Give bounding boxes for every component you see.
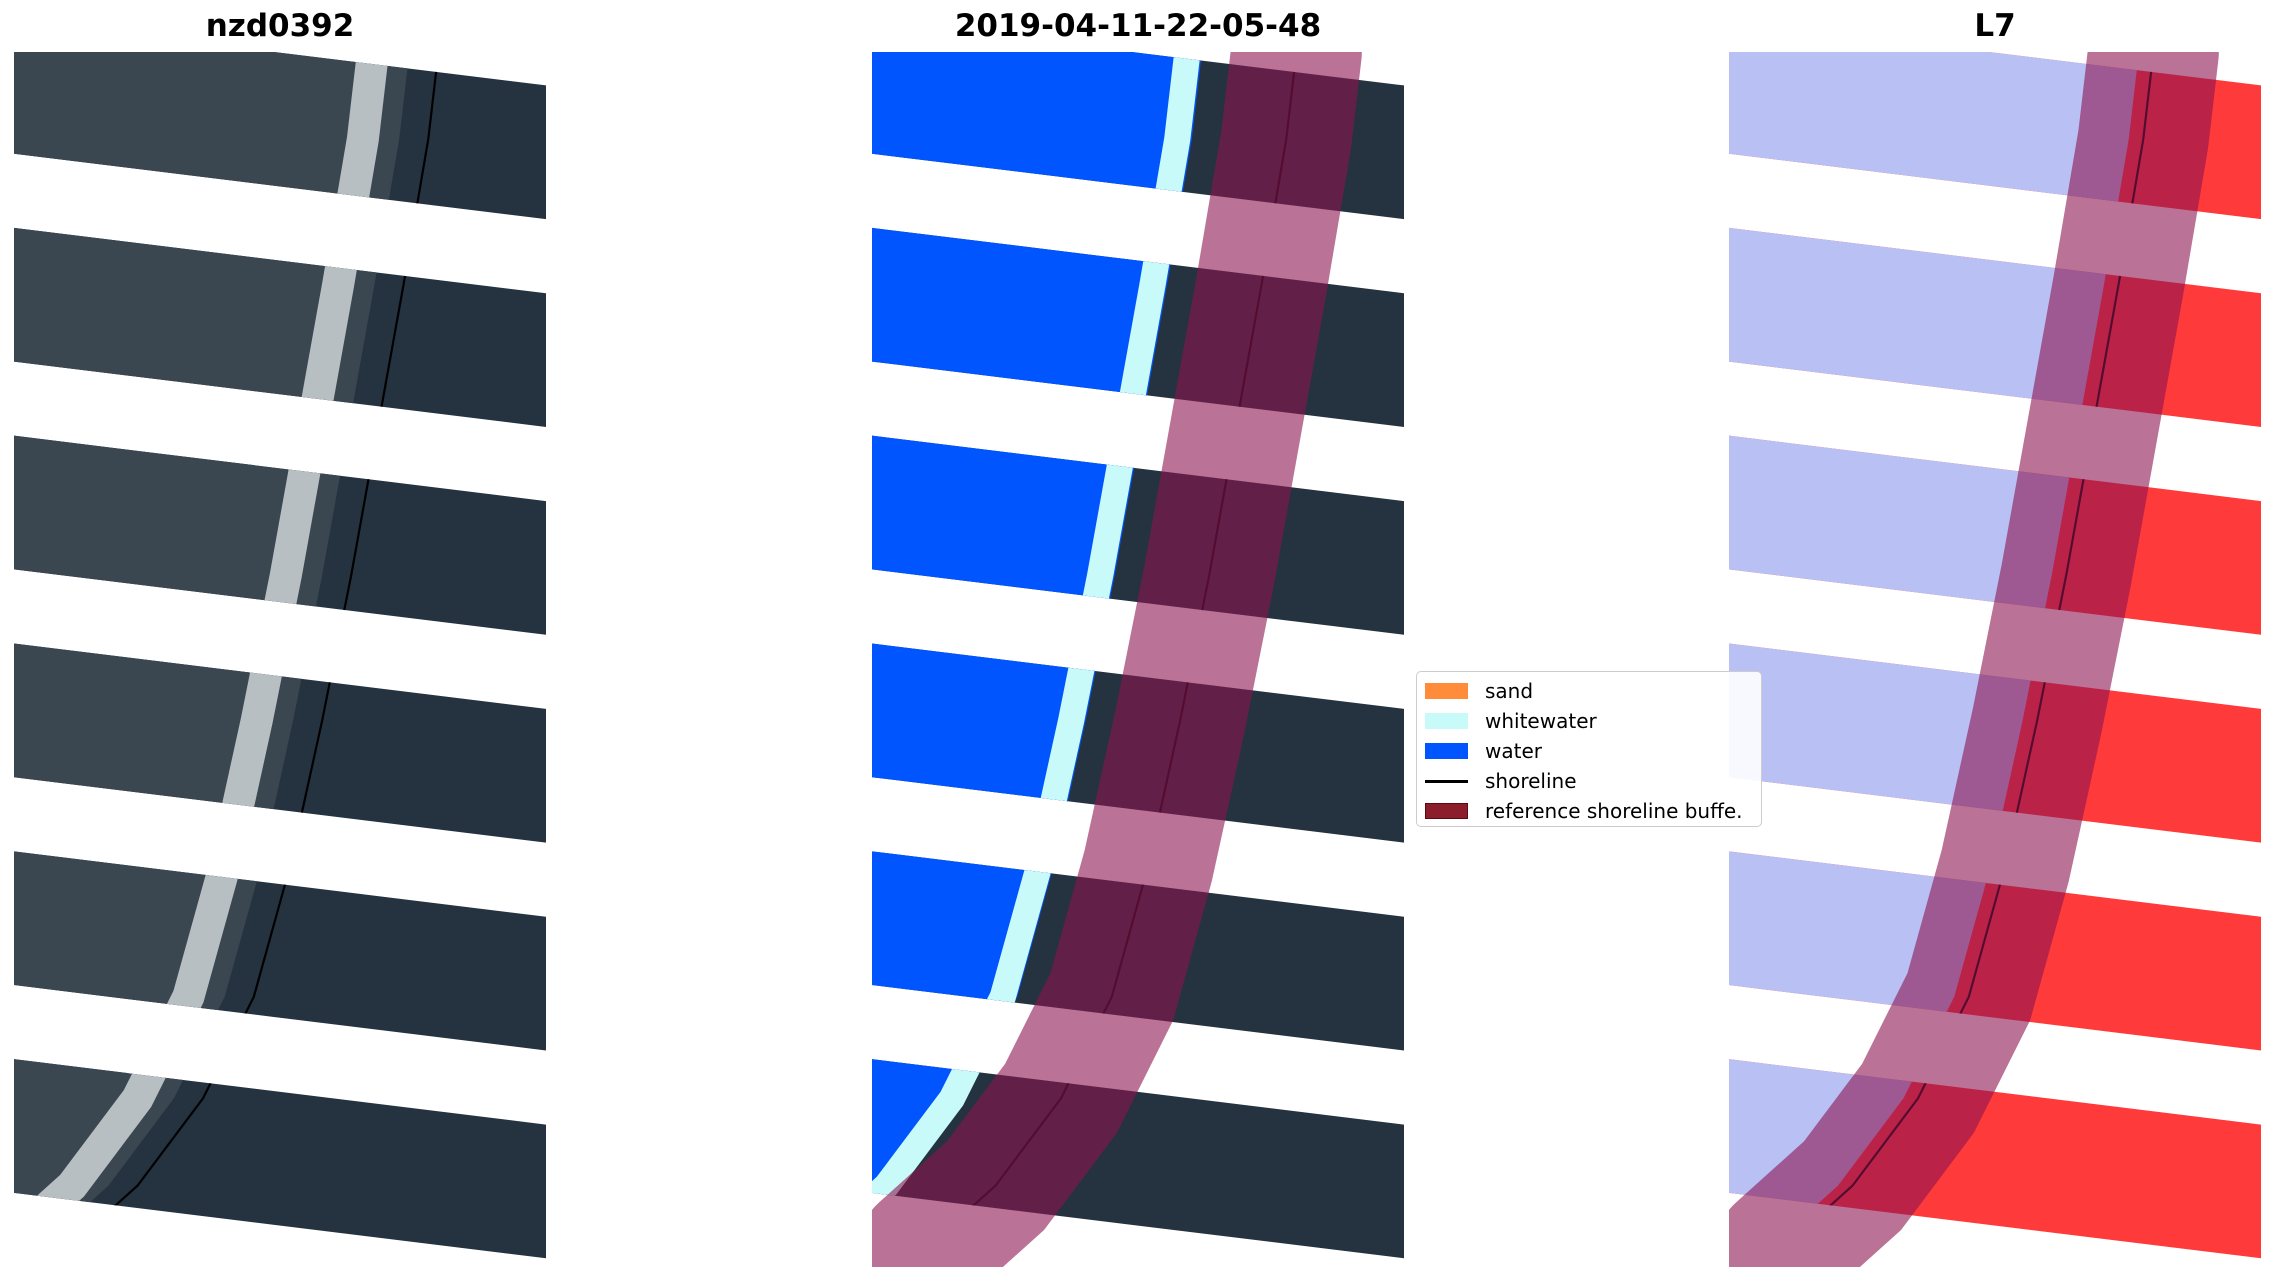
legend-item-sand: sand <box>1425 676 1761 706</box>
panel-title-rgb: nzd0392 <box>205 8 355 44</box>
reference-shoreline-buffer <box>1729 52 2219 1267</box>
panel-title-index: L7 <box>1974 8 2016 44</box>
legend-label: whitewater <box>1485 709 1597 733</box>
legend-label: water <box>1485 739 1542 763</box>
sand-swatch <box>1425 683 1468 699</box>
index-image-panel <box>1729 52 2261 1267</box>
legend-item-shoreline: shoreline <box>1425 766 1761 796</box>
legend-item-whitewater: whitewater <box>1425 706 1761 736</box>
legend-label: reference shoreline buffe. <box>1485 799 1743 823</box>
classified-image-panel <box>872 52 1404 1267</box>
legend-label: sand <box>1485 679 1534 703</box>
buffer-swatch <box>1425 803 1468 819</box>
whitewater-swatch <box>1425 713 1468 729</box>
panel-title-classified: 2019-04-11-22-05-48 <box>954 8 1322 44</box>
legend: sand whitewater water shoreline referenc… <box>1416 671 1762 827</box>
reference-shoreline-buffer <box>872 52 1362 1267</box>
rgb-image-panel <box>14 52 546 1267</box>
water-swatch <box>1425 743 1468 759</box>
legend-label: shoreline <box>1485 769 1577 793</box>
image-bands <box>14 52 546 1267</box>
legend-item-buffer: reference shoreline buffe. <box>1425 796 1761 826</box>
shoreline <box>64 52 440 1252</box>
legend-item-water: water <box>1425 736 1761 766</box>
shoreline-swatch <box>1425 779 1468 783</box>
